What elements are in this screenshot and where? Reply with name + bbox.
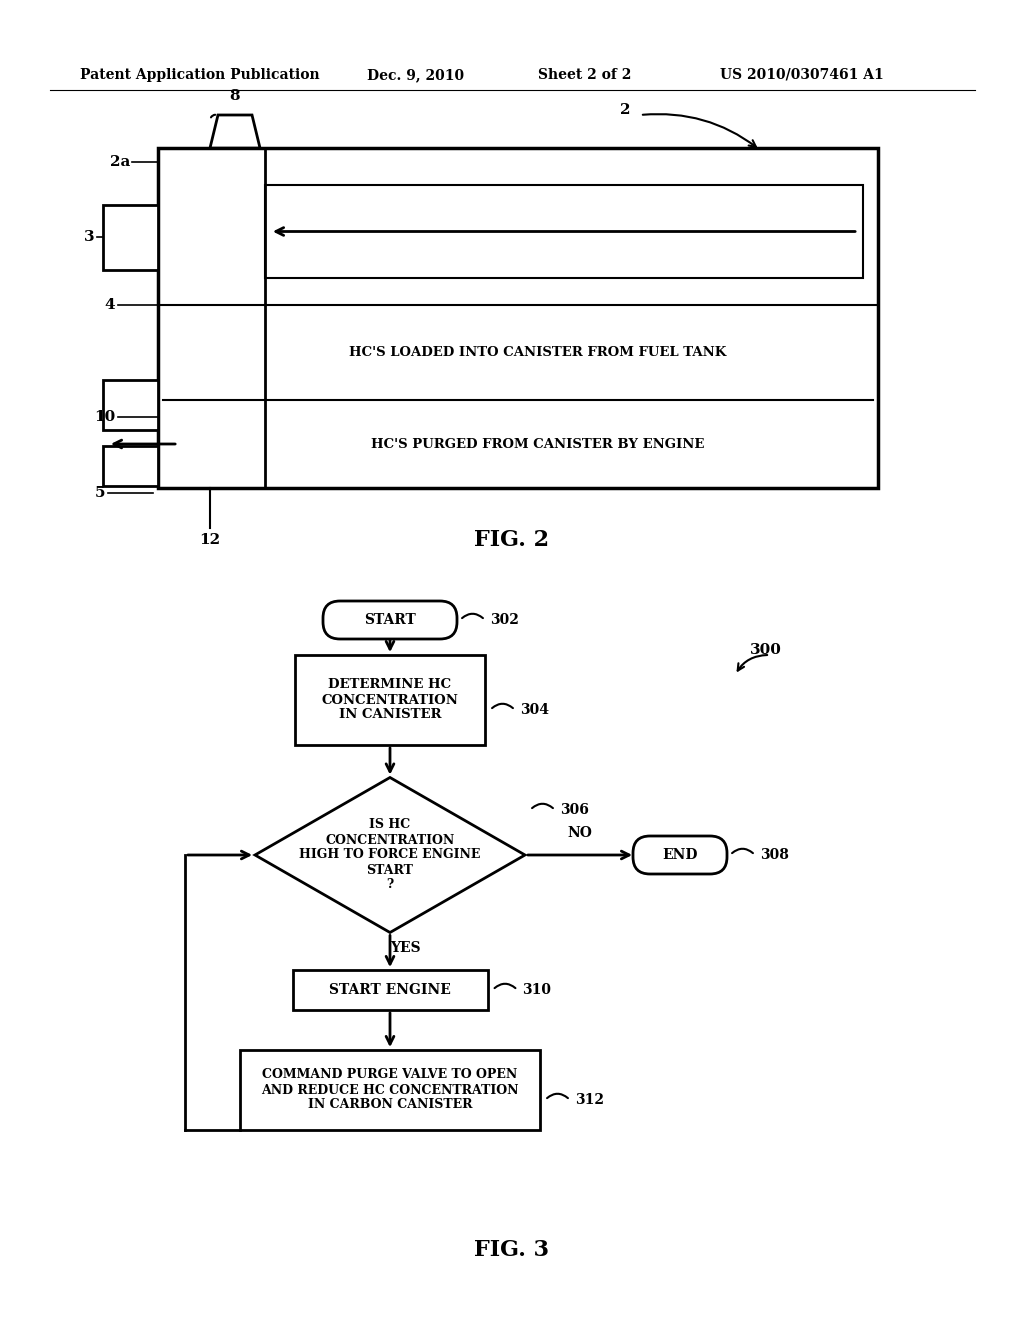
Text: 12: 12 xyxy=(200,533,220,546)
Text: 8: 8 xyxy=(229,88,241,103)
Text: IS HC
CONCENTRATION
HIGH TO FORCE ENGINE
START
?: IS HC CONCENTRATION HIGH TO FORCE ENGINE… xyxy=(299,818,480,891)
Text: 2a: 2a xyxy=(110,154,130,169)
Bar xyxy=(295,655,485,744)
Text: HC'S LOADED INTO CANISTER FROM FUEL TANK: HC'S LOADED INTO CANISTER FROM FUEL TANK xyxy=(349,346,727,359)
FancyBboxPatch shape xyxy=(633,836,727,874)
Bar xyxy=(240,1049,540,1130)
Text: 302: 302 xyxy=(490,612,519,627)
Text: Dec. 9, 2010: Dec. 9, 2010 xyxy=(367,69,464,82)
Text: 10: 10 xyxy=(94,411,115,424)
Text: COMMAND PURGE VALVE TO OPEN
AND REDUCE HC CONCENTRATION
IN CARBON CANISTER: COMMAND PURGE VALVE TO OPEN AND REDUCE H… xyxy=(261,1068,519,1111)
Text: 300: 300 xyxy=(750,643,782,657)
Bar xyxy=(103,446,158,486)
Text: 310: 310 xyxy=(522,983,552,997)
Bar xyxy=(103,205,158,271)
Text: START ENGINE: START ENGINE xyxy=(329,983,451,997)
Text: 312: 312 xyxy=(575,1093,604,1107)
Text: 5: 5 xyxy=(94,486,105,500)
Text: START: START xyxy=(365,612,416,627)
Bar xyxy=(103,380,158,430)
Text: END: END xyxy=(663,847,697,862)
Text: Sheet 2 of 2: Sheet 2 of 2 xyxy=(538,69,632,82)
Text: 4: 4 xyxy=(104,298,115,312)
Text: US 2010/0307461 A1: US 2010/0307461 A1 xyxy=(720,69,884,82)
FancyBboxPatch shape xyxy=(323,601,457,639)
Text: 304: 304 xyxy=(520,704,549,717)
Bar xyxy=(158,148,878,488)
Polygon shape xyxy=(210,115,260,148)
Text: DETERMINE HC
CONCENTRATION
IN CANISTER: DETERMINE HC CONCENTRATION IN CANISTER xyxy=(322,678,459,722)
Text: YES: YES xyxy=(390,940,420,954)
Bar xyxy=(265,185,863,279)
Text: 308: 308 xyxy=(760,847,788,862)
Bar xyxy=(293,970,487,1010)
Text: NO: NO xyxy=(567,826,593,840)
Text: FIG. 3: FIG. 3 xyxy=(474,1239,550,1261)
Text: Patent Application Publication: Patent Application Publication xyxy=(80,69,319,82)
Text: 2: 2 xyxy=(620,103,631,117)
Text: 3: 3 xyxy=(84,230,95,244)
Text: HC'S PURGED FROM CANISTER BY ENGINE: HC'S PURGED FROM CANISTER BY ENGINE xyxy=(372,437,705,450)
Text: FIG. 2: FIG. 2 xyxy=(474,529,550,550)
Text: 306: 306 xyxy=(560,803,589,817)
Polygon shape xyxy=(255,777,525,932)
